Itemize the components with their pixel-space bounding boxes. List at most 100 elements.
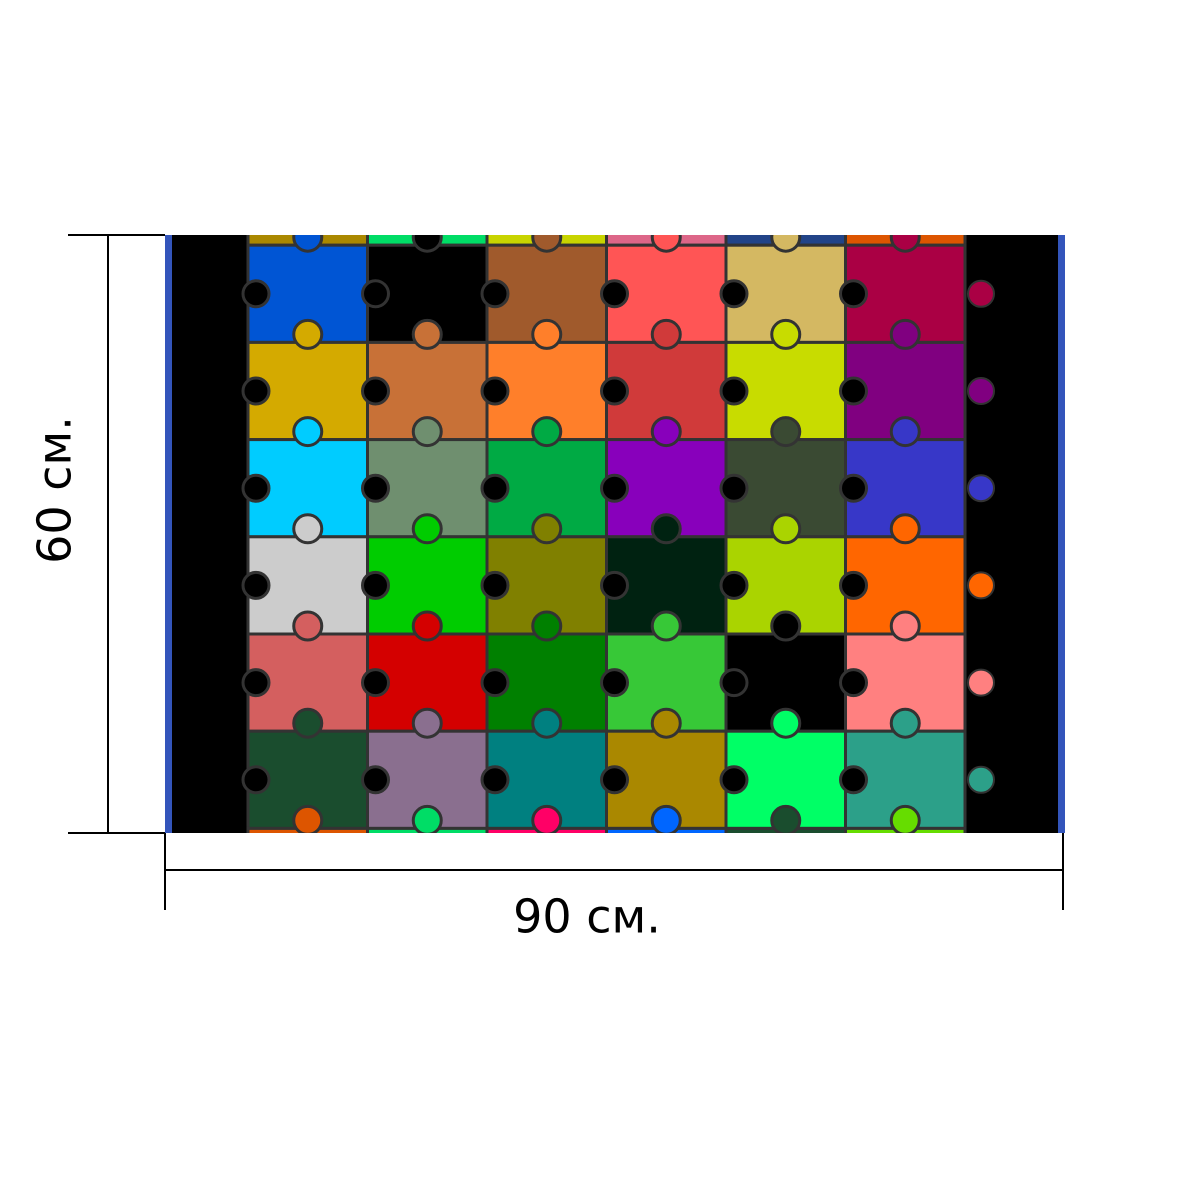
puzzle-piece — [411, 235, 443, 253]
puzzle-piece — [241, 668, 271, 698]
puzzle-piece — [482, 184, 508, 210]
puzzle-piece — [366, 826, 489, 833]
puzzle-piece — [531, 707, 563, 739]
puzzle-piece — [292, 610, 324, 642]
puzzle-piece — [361, 473, 390, 503]
mat-edge — [165, 235, 172, 833]
puzzle-piece — [480, 473, 510, 503]
puzzle-piece — [605, 235, 728, 247]
puzzle-piece — [600, 570, 629, 600]
puzzle-piece — [889, 707, 921, 739]
puzzle-piece — [600, 473, 629, 503]
puzzle-piece — [721, 184, 747, 210]
puzzle-piece — [294, 126, 322, 154]
puzzle-piece — [531, 804, 563, 833]
puzzle-piece — [531, 513, 563, 545]
puzzle-piece — [480, 765, 510, 795]
puzzle-piece — [844, 826, 967, 833]
puzzle-piece — [650, 707, 682, 739]
puzzle-piece — [967, 377, 995, 405]
puzzle-piece — [411, 416, 443, 448]
puzzle-piece — [600, 668, 629, 698]
puzzle-piece — [531, 235, 563, 253]
mat-edge — [1058, 235, 1065, 833]
puzzle-piece — [839, 376, 868, 406]
puzzle-piece — [650, 513, 682, 545]
puzzle-piece — [413, 126, 441, 154]
puzzle-piece — [292, 804, 324, 833]
puzzle-piece — [361, 570, 390, 600]
puzzle-piece — [968, 864, 994, 890]
puzzle-piece — [292, 416, 324, 448]
puzzle-piece — [531, 318, 563, 350]
puzzle-piece — [839, 668, 868, 698]
puzzle-piece — [770, 513, 802, 545]
width-label: 90 см. — [513, 890, 661, 944]
puzzle-piece — [967, 474, 995, 503]
puzzle-piece — [241, 765, 271, 795]
puzzle-piece — [721, 864, 747, 890]
puzzle-piece — [411, 610, 443, 642]
puzzle-piece — [366, 235, 489, 247]
puzzle-piece — [243, 864, 269, 890]
puzzle-piece — [533, 126, 561, 154]
puzzle-piece — [482, 864, 508, 890]
puzzle-piece — [719, 668, 749, 698]
puzzle-piece — [363, 184, 389, 210]
puzzle-piece — [652, 126, 680, 154]
height-label: 60 см. — [28, 416, 82, 564]
puzzle-piece — [600, 279, 629, 309]
puzzle-piece — [889, 416, 921, 448]
puzzle-piece — [889, 513, 921, 545]
puzzle-piece — [724, 826, 847, 833]
puzzle-piece — [889, 610, 921, 642]
puzzle-piece — [241, 376, 271, 406]
puzzle-piece — [485, 235, 608, 247]
puzzle-piece — [839, 570, 868, 600]
puzzle-piece — [967, 668, 995, 697]
puzzle-piece — [411, 804, 443, 833]
puzzle-piece — [844, 235, 967, 247]
puzzle-piece — [967, 279, 995, 308]
puzzle-piece — [770, 707, 802, 739]
puzzle-piece — [719, 473, 749, 503]
puzzle-piece — [772, 126, 800, 154]
puzzle-piece — [889, 235, 921, 253]
puzzle-piece — [241, 279, 271, 309]
puzzle-piece — [770, 318, 802, 350]
puzzle-piece — [650, 235, 682, 253]
puzzle-piece — [602, 864, 628, 890]
puzzle-piece — [719, 570, 749, 600]
puzzle-piece — [292, 235, 324, 253]
puzzle-piece — [480, 376, 510, 406]
puzzle-piece — [968, 184, 994, 210]
puzzle-piece — [480, 668, 510, 698]
puzzle-piece — [241, 473, 271, 503]
puzzle-piece — [967, 765, 995, 794]
puzzle-piece — [361, 376, 390, 406]
puzzle-piece — [243, 184, 269, 210]
puzzle-piece — [770, 416, 802, 448]
puzzle-piece — [839, 765, 868, 795]
puzzle-piece — [770, 235, 802, 253]
puzzle-piece — [770, 610, 802, 642]
puzzle-piece — [361, 279, 390, 309]
puzzle-piece — [246, 235, 369, 247]
puzzle-piece — [241, 570, 271, 600]
puzzle-piece — [411, 707, 443, 739]
puzzle-pattern — [241, 126, 995, 890]
puzzle-piece — [770, 804, 802, 833]
puzzle-piece — [839, 473, 868, 503]
puzzle-piece — [650, 610, 682, 642]
puzzle-piece — [650, 318, 682, 350]
puzzle-piece — [650, 804, 682, 833]
puzzle-piece — [719, 765, 749, 795]
puzzle-piece — [411, 513, 443, 545]
puzzle-piece — [602, 184, 628, 210]
puzzle-piece — [889, 804, 921, 833]
puzzle-piece — [292, 513, 324, 545]
puzzle-piece — [292, 318, 324, 350]
puzzle-piece — [361, 668, 390, 698]
